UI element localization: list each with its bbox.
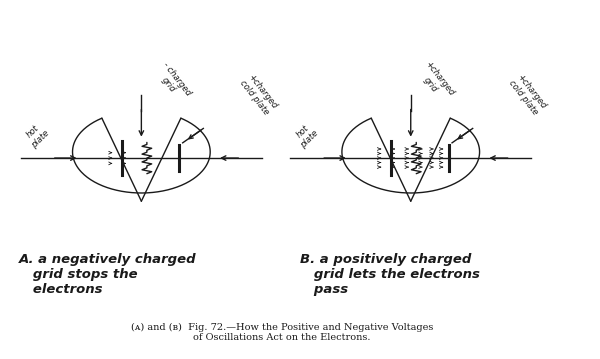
Text: +charged
cold plate: +charged cold plate: [508, 72, 548, 117]
Text: (ᴀ) and (ʙ)  Fig. 72.—How the Positive and Negative Voltages
of Oscillations Act: (ᴀ) and (ʙ) Fig. 72.—How the Positive an…: [131, 323, 433, 342]
Text: +charged
grid: +charged grid: [415, 60, 455, 104]
Text: hot
plate: hot plate: [292, 121, 320, 150]
Text: B. a positively charged
   grid lets the electrons
   pass: B. a positively charged grid lets the el…: [300, 253, 480, 296]
Text: +charged
cold plate: +charged cold plate: [238, 72, 279, 117]
Text: A. a negatively charged
   grid stops the
   electrons: A. a negatively charged grid stops the e…: [19, 253, 196, 296]
Text: hot
plate: hot plate: [22, 121, 51, 150]
Text: - charged
grid: - charged grid: [152, 60, 193, 104]
